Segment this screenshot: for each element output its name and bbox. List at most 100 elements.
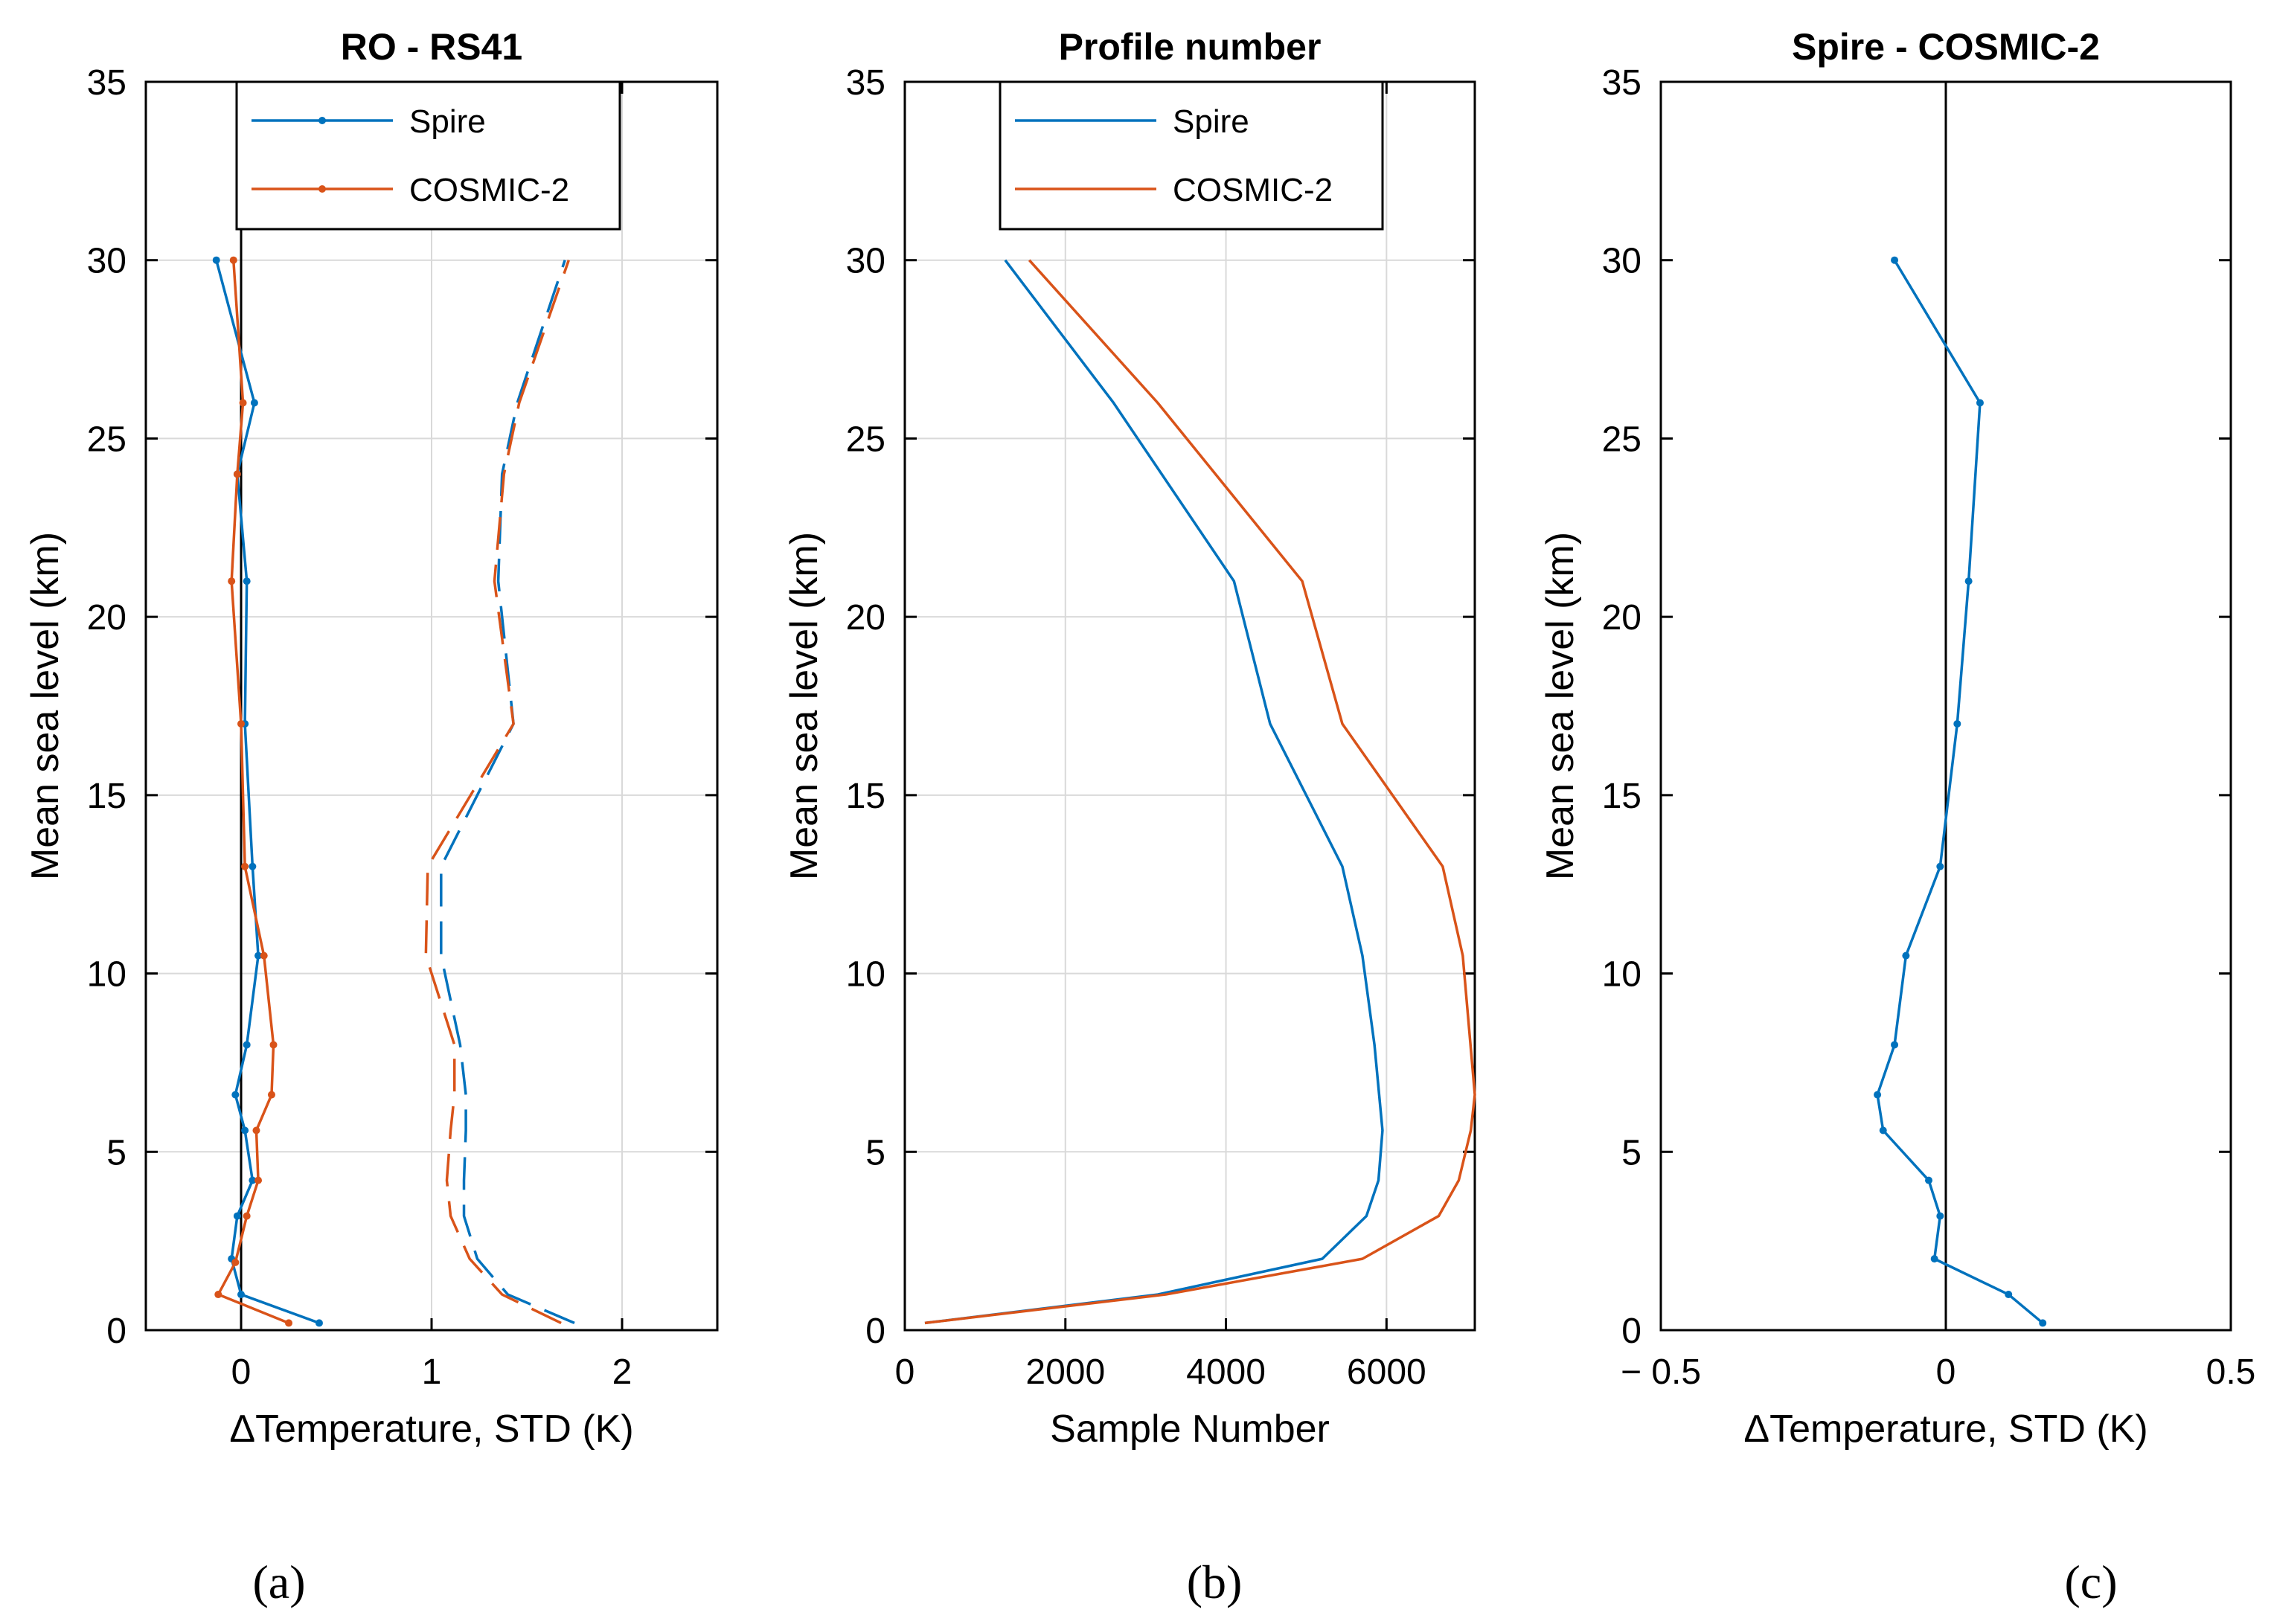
series-line-cosmic-2 (924, 259, 1476, 1325)
data-point (1964, 577, 1973, 585)
data-point (243, 1041, 251, 1049)
y-tick-label: 5 (106, 1133, 126, 1172)
data-point (2005, 1291, 2013, 1299)
x-tick-label: 0 (231, 1352, 252, 1392)
data-point (249, 1176, 257, 1184)
y-tick-label: 35 (846, 63, 885, 103)
data-point (2039, 1319, 2047, 1327)
data-point (1936, 862, 1944, 870)
panel-b: 0 2000 4000 6000 0 5 10 15 20 25 30 35 Spire COSMIC-2… (783, 26, 1476, 1608)
data-point (1891, 256, 1899, 264)
data-point (1874, 1091, 1882, 1099)
data-point (249, 862, 257, 870)
data-point (231, 1258, 240, 1266)
data-point (1891, 1041, 1899, 1049)
y-tick-label: 25 (87, 420, 126, 459)
series-line-spire-cosmic-2 (1876, 259, 2044, 1324)
y-axis-label: Mean sea level (km) (24, 532, 67, 880)
y-tick-label: 15 (846, 777, 885, 816)
data-point (228, 577, 236, 585)
panel-caption: (a) (252, 1556, 305, 1608)
data-point (267, 1091, 275, 1099)
data-point (1925, 1176, 1933, 1184)
chart-title: Profile number (1059, 26, 1322, 68)
series-line-spire-std (440, 260, 575, 1325)
data-point (285, 1319, 292, 1327)
data-point (214, 1291, 222, 1299)
chart-title: RO - RS41 (341, 26, 523, 68)
y-tick-label: 15 (1602, 777, 1641, 816)
panel-caption: (c) (2064, 1556, 2117, 1608)
y-tick-label: 10 (846, 955, 885, 995)
legend-label: Spire (1173, 103, 1249, 140)
legend-label: COSMIC-2 (1173, 172, 1333, 208)
series-line-cosmic-2 (217, 260, 289, 1325)
data-point (269, 1041, 278, 1049)
legend-box (235, 80, 621, 231)
y-tick-label: 20 (87, 598, 126, 638)
data-point (252, 1126, 260, 1134)
data-point (1902, 951, 1910, 960)
data-point (229, 256, 237, 264)
axes-frame (903, 80, 1476, 1332)
y-tick-label: 0 (106, 1312, 126, 1351)
panel-caption: (b) (1187, 1556, 1243, 1608)
data-point (315, 1319, 323, 1327)
data-point (241, 862, 249, 870)
y-tick-label: 15 (87, 777, 126, 816)
y-tick-label: 35 (87, 63, 126, 103)
x-tick-label: 2000 (1025, 1352, 1105, 1392)
y-tick-label: 25 (846, 420, 885, 459)
x-tick-label: 2 (612, 1352, 632, 1392)
data-point (243, 1212, 251, 1220)
data-point (233, 470, 241, 478)
data-point (254, 951, 263, 960)
data-point (231, 1091, 240, 1099)
legend-label: COSMIC-2 (409, 172, 569, 208)
series-line-spire (215, 260, 320, 1325)
y-tick-label: 5 (1621, 1133, 1641, 1172)
x-tick-label: 0.5 (2206, 1352, 2256, 1392)
data-point (254, 1176, 263, 1184)
legend-marker (318, 117, 326, 124)
x-axis-label: Sample Number (1050, 1408, 1330, 1451)
data-point (243, 577, 251, 585)
y-tick-label: 30 (846, 242, 885, 281)
data-point (1930, 1255, 1938, 1263)
y-tick-label: 20 (846, 598, 885, 638)
y-axis-label: Mean sea level (km) (1539, 532, 1582, 880)
legend-marker (318, 185, 326, 193)
y-tick-label: 10 (1602, 955, 1641, 995)
x-axis-label: ΔTemperature, STD (K) (1743, 1408, 2147, 1451)
data-point (1879, 1126, 1887, 1134)
y-axis-label: Mean sea level (km) (783, 532, 826, 880)
data-point (237, 719, 245, 728)
x-tick-label: 6000 (1347, 1352, 1426, 1392)
y-tick-label: 0 (865, 1312, 885, 1351)
y-tick-label: 35 (1602, 63, 1641, 103)
chart-title: Spire - COSMIC-2 (1792, 26, 2100, 68)
y-tick-label: 20 (1602, 598, 1641, 638)
data-point (241, 1126, 249, 1134)
data-point (260, 951, 268, 960)
legend-box (999, 80, 1384, 231)
y-tick-label: 0 (1621, 1312, 1641, 1351)
x-tick-label: 0 (895, 1352, 915, 1392)
data-point (250, 399, 258, 407)
x-tick-label: 0 (1936, 1352, 1956, 1392)
x-tick-label: − 0.5 (1621, 1352, 1701, 1392)
series-line-cosmic-2-std (424, 260, 570, 1324)
y-tick-label: 30 (87, 242, 126, 281)
y-tick-label: 10 (87, 955, 126, 995)
data-point (1936, 1212, 1944, 1220)
y-tick-label: 5 (865, 1133, 885, 1172)
legend-label: Spire (409, 103, 486, 140)
y-tick-label: 30 (1602, 242, 1641, 281)
x-tick-label: 1 (422, 1352, 442, 1392)
data-point (237, 1291, 245, 1299)
x-axis-label: ΔTemperature, STD (K) (229, 1408, 633, 1451)
data-point (1976, 399, 1984, 407)
